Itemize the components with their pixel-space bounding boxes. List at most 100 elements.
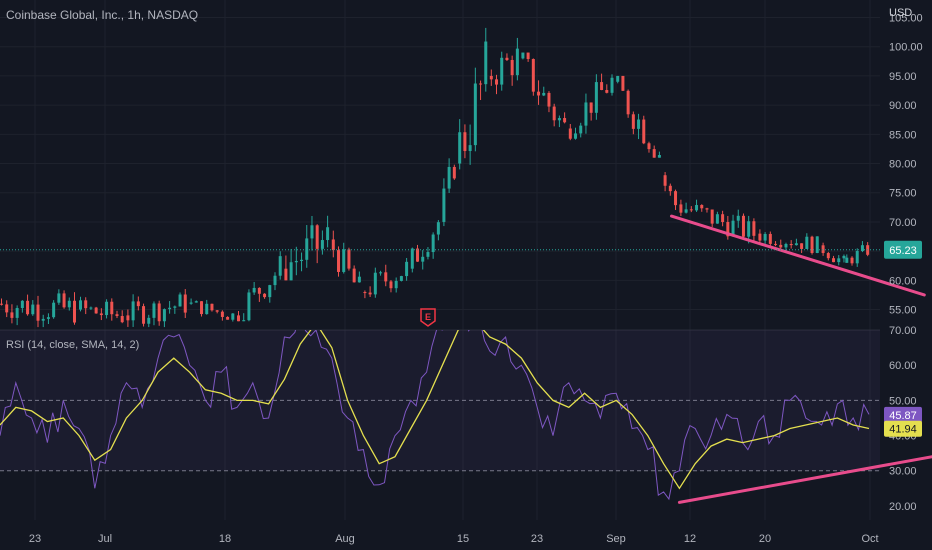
candle-body — [736, 215, 740, 221]
candle-body — [368, 292, 372, 295]
candle-body — [758, 233, 762, 241]
candle-body — [537, 91, 541, 96]
candle-body — [399, 276, 403, 281]
candle-body — [347, 249, 351, 269]
candle-body — [342, 249, 346, 272]
candle-body — [563, 118, 567, 123]
candle-body — [62, 293, 66, 308]
candle-body — [416, 248, 420, 262]
candle-body — [810, 236, 814, 254]
candle-body — [610, 77, 614, 93]
rsi-tick-label: 70.00 — [889, 325, 917, 337]
candle-body — [126, 315, 130, 321]
candle-body — [79, 300, 82, 310]
candle-body — [157, 303, 161, 322]
candle-body — [842, 255, 846, 259]
candle-body — [679, 204, 683, 213]
candle-body — [252, 287, 256, 293]
candle-body — [226, 316, 230, 320]
candle-body — [147, 317, 151, 324]
candle-body — [263, 293, 267, 298]
candle-body — [505, 57, 509, 61]
candle-body — [547, 92, 551, 107]
candle-body — [695, 205, 699, 211]
candle-body — [584, 102, 588, 126]
candle-body — [278, 256, 282, 276]
candle-body — [57, 293, 61, 303]
candle-body — [305, 238, 309, 260]
candle-body — [152, 303, 156, 318]
candle-body — [715, 214, 719, 224]
candle-body — [284, 268, 288, 281]
candle-body — [447, 166, 451, 189]
candle-body — [289, 262, 293, 281]
candle-body — [731, 220, 735, 237]
rsi-value: 45.87 — [889, 410, 917, 422]
candle-body — [600, 82, 604, 90]
candle-body — [574, 133, 578, 139]
candle-body — [805, 236, 809, 249]
rsi-tick-label: 20.00 — [889, 501, 917, 513]
last-price-value: 65.23 — [889, 245, 917, 257]
rsi-line — [0, 330, 870, 501]
candle-body — [721, 214, 725, 223]
candle-body — [136, 301, 140, 307]
rsi-ma-line — [0, 330, 870, 490]
rsi-band-fill — [0, 330, 880, 471]
rsi-title: RSI (14, close, SMA, 14, 2) — [6, 339, 140, 351]
candle-body — [637, 119, 641, 129]
candle-body — [855, 251, 859, 264]
candle-body — [20, 300, 24, 309]
rsi-ma-value-tag — [884, 420, 922, 437]
candle-body — [31, 304, 35, 315]
candle-body — [463, 132, 467, 152]
candle-body — [647, 143, 651, 150]
candle-body — [821, 245, 825, 254]
candle-body — [779, 244, 783, 248]
candle-body — [220, 311, 224, 317]
candle-body — [652, 149, 656, 158]
candle-body — [205, 303, 209, 315]
x-tick-label: Jul — [98, 533, 112, 545]
earnings-marker-label: E — [425, 312, 431, 322]
candle-body — [300, 259, 304, 261]
candle-body — [89, 307, 93, 309]
rsi-trendline — [677, 455, 932, 504]
price-tick-label: 70.00 — [889, 217, 917, 229]
candle-body — [705, 208, 709, 210]
x-tick-label: 12 — [684, 533, 696, 545]
candle-body — [231, 313, 235, 320]
candle-body — [568, 128, 572, 139]
candle-body — [674, 191, 678, 206]
candle-body — [173, 306, 177, 308]
candle-body — [210, 303, 214, 311]
earnings-marker[interactable]: E — [420, 308, 436, 327]
price-tick-label: 85.00 — [889, 129, 917, 141]
candle-body — [326, 227, 330, 241]
candle-body — [526, 52, 530, 60]
candle-body — [168, 307, 172, 310]
candle-body — [379, 272, 383, 274]
candle-body — [237, 315, 240, 322]
candle-body — [700, 205, 704, 209]
candle-body — [273, 275, 277, 286]
candle-body — [531, 59, 535, 92]
candle-body — [621, 75, 625, 91]
candle-body — [794, 243, 798, 246]
price-tick-label: 90.00 — [889, 100, 917, 112]
rsi-value-tag — [884, 406, 922, 423]
rsi-tick-label: 50.00 — [889, 395, 917, 407]
candle-body — [668, 185, 672, 192]
candle-body — [320, 240, 324, 249]
trendlines[interactable] — [670, 214, 932, 504]
candle-body — [373, 272, 377, 295]
candle-body — [310, 225, 314, 239]
candle-body — [752, 221, 756, 236]
candle-body — [832, 258, 836, 263]
candle-body — [710, 209, 714, 224]
candle-body — [500, 57, 504, 85]
last-price-tag — [884, 240, 922, 259]
candle-body — [850, 257, 854, 264]
candle-body — [642, 119, 646, 144]
